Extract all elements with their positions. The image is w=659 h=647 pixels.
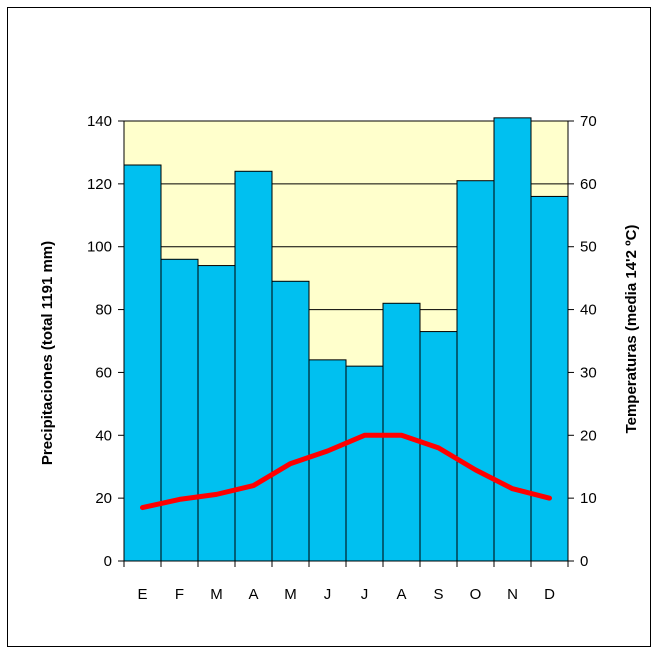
precipitation-bar: [530, 195, 569, 562]
precipitation-bar: [160, 258, 199, 562]
x-tick-label: D: [544, 586, 555, 603]
x-tick-label: F: [175, 586, 184, 603]
left-tick-label: 80: [95, 302, 112, 319]
precipitation-bar: [271, 280, 310, 562]
precipitation-bar: [382, 302, 421, 562]
right-tick-label: 60: [580, 176, 597, 193]
y2-axis-title: Temperaturas (media 14'2 ºC): [623, 225, 640, 434]
right-tick-label: 20: [580, 427, 597, 444]
precipitation-bar: [197, 265, 236, 562]
right-tick-label: 50: [580, 239, 597, 256]
x-tick-label: M: [210, 586, 223, 603]
right-tick-label: 10: [580, 490, 597, 507]
precipitation-bar: [308, 359, 347, 562]
left-tick-label: 100: [87, 239, 112, 256]
precipitation-bar: [123, 164, 162, 562]
x-tick-label: E: [137, 586, 147, 603]
left-tick-label: 120: [87, 176, 112, 193]
left-tick-label: 0: [104, 553, 112, 570]
right-tick-label: 70: [580, 113, 597, 130]
right-axis-ticks: 0 10 20 30 40 50 60 70: [568, 113, 597, 570]
left-axis-ticks: 0 20 40 60 80 100 120 140: [87, 113, 124, 570]
left-tick-label: 60: [95, 364, 112, 381]
climate-chart: 0 20 40 60 80 100 120 140 0 10 20 30 40 50 60 70 E F M A M…: [39, 113, 640, 603]
y-axis-title: Precipitaciones (total 1191 mm): [39, 241, 56, 465]
left-tick-label: 20: [95, 490, 112, 507]
x-tick-label: N: [507, 586, 518, 603]
x-tick-label: S: [433, 586, 443, 603]
x-tick-label: M: [284, 586, 297, 603]
precipitation-bar: [456, 180, 495, 562]
right-tick-label: 40: [580, 302, 597, 319]
left-tick-label: 140: [87, 113, 112, 130]
x-tick-label: J: [361, 586, 369, 603]
x-tick-label: O: [470, 586, 482, 603]
right-tick-label: 30: [580, 364, 597, 381]
x-tick-label: A: [396, 586, 406, 603]
right-tick-label: 0: [580, 553, 588, 570]
x-tick-label: J: [324, 586, 332, 603]
temperature-line: [140, 432, 552, 511]
precipitation-bar: [345, 365, 384, 562]
x-tick-label: A: [248, 586, 258, 603]
precipitation-bar: [234, 170, 273, 562]
left-tick-label: 40: [95, 427, 112, 444]
